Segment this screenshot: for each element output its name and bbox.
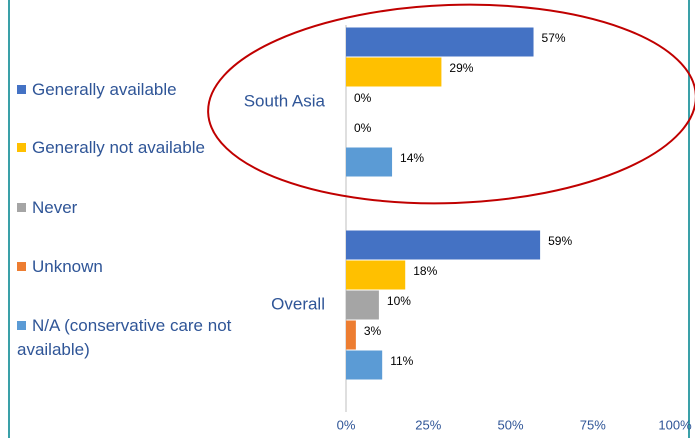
legend-item: Unknown <box>17 255 242 279</box>
data-label: 29% <box>449 61 473 75</box>
legend-label: Generally available <box>32 80 177 99</box>
x-tick-label: 25% <box>415 417 441 432</box>
legend-item: Generally available <box>17 78 242 102</box>
bar <box>346 290 379 320</box>
category-label: South Asia <box>244 91 326 110</box>
data-label: 14% <box>400 151 424 165</box>
data-label: 3% <box>364 324 382 338</box>
data-label: 11% <box>390 354 413 368</box>
bar <box>346 260 406 290</box>
x-tick-label: 100% <box>658 417 692 432</box>
data-label: 0% <box>354 91 372 105</box>
data-label: 18% <box>413 264 437 278</box>
bar <box>346 320 356 350</box>
legend-item: Never <box>17 196 242 220</box>
legend-swatch <box>17 262 26 271</box>
x-tick-label: 50% <box>497 417 523 432</box>
legend-label: N/A (conservative care not available) <box>17 316 232 359</box>
x-tick-label: 0% <box>337 417 356 432</box>
bar <box>346 147 393 177</box>
category-label: Overall <box>271 294 325 313</box>
bar <box>346 350 383 380</box>
bar <box>346 230 541 260</box>
legend-swatch <box>17 143 26 152</box>
legend-item: N/A (conservative care not available) <box>17 314 242 362</box>
legend-label: Unknown <box>32 257 103 276</box>
highlight-ellipse <box>207 3 695 205</box>
bar <box>346 27 534 57</box>
legend-label: Generally not available <box>32 138 205 157</box>
data-label: 0% <box>354 121 372 135</box>
data-label: 10% <box>387 294 411 308</box>
legend-swatch <box>17 321 26 330</box>
legend-swatch <box>17 85 26 94</box>
x-tick-label: 75% <box>580 417 606 432</box>
frame <box>8 0 690 438</box>
data-label: 59% <box>548 234 572 248</box>
legend-swatch <box>17 203 26 212</box>
legend-item: Generally not available <box>17 136 242 160</box>
legend-label: Never <box>32 198 78 217</box>
bar <box>346 57 442 87</box>
data-label: 57% <box>542 31 566 45</box>
